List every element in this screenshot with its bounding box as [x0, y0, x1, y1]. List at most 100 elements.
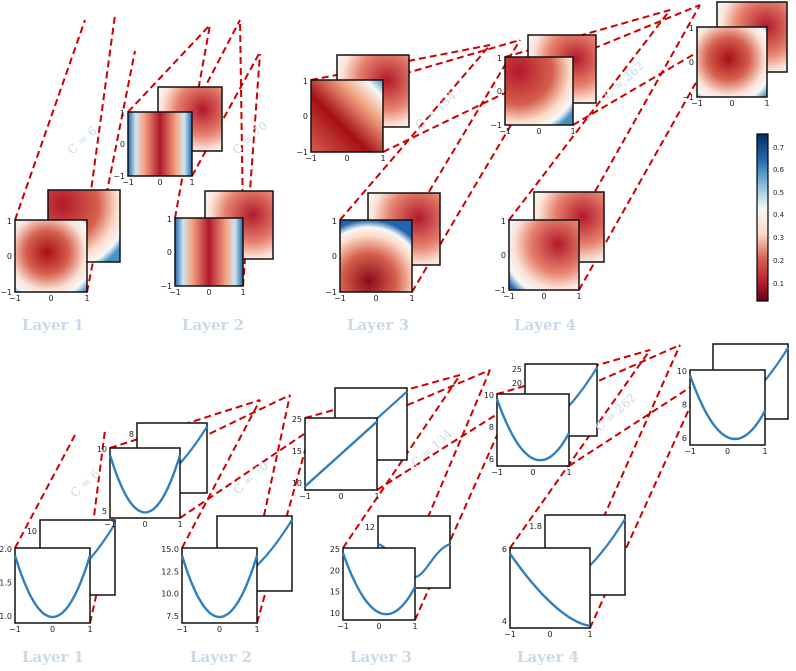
tick-label: 0 [530, 468, 535, 477]
tick-label: 10 [484, 391, 494, 400]
curve-line [341, 552, 417, 616]
tick-label: 15 [330, 588, 340, 597]
tick-label: −1 [337, 622, 349, 631]
colorbar-tick: 0.6 [773, 166, 785, 174]
layer-label: Layer 1 [22, 316, 84, 334]
c-label: C = 70 [230, 119, 271, 158]
tick-label: −1 [684, 447, 696, 456]
tick-label: −1 [160, 282, 172, 291]
tick-label: 0 [547, 630, 552, 639]
tick-label: 7.5 [166, 612, 179, 621]
tick-label: 0 [120, 140, 125, 149]
tick-label: 1 [254, 625, 259, 634]
layer-label: Layer 4 [517, 648, 579, 666]
connector-line [342, 374, 461, 549]
tick-label: 20 [512, 379, 522, 388]
connector-line [179, 394, 291, 449]
heatmap-front-panel [127, 111, 193, 177]
tick-label: 1 [501, 217, 506, 226]
tick-label: 0 [50, 625, 55, 634]
tick-label: 10.0 [161, 590, 179, 599]
panels [13, 1, 789, 629]
tick-label: −1 [490, 121, 502, 130]
c-label: C = 70 [231, 459, 272, 498]
curve-line [180, 555, 259, 619]
tick-label: 6 [489, 455, 494, 464]
tick-label: 2.0 [0, 545, 12, 554]
tick-label: 1 [689, 24, 694, 33]
tick-label: 1 [380, 154, 385, 163]
tick-label: −1 [299, 492, 311, 501]
tick-label: 8 [489, 423, 494, 432]
curve-line [304, 420, 378, 488]
tick-label: −1 [325, 288, 337, 297]
tick-label: 1 [762, 447, 767, 456]
tick-label: 0 [7, 252, 12, 261]
curve-front-panel [109, 447, 181, 519]
colorbar-tick: 0.3 [773, 234, 784, 242]
tick-label: 25 [330, 545, 340, 554]
tick-label: 15.0 [161, 545, 179, 554]
tick-label: 1 [764, 99, 769, 108]
heatmap-front-panel [174, 217, 244, 287]
heatmap-front-panel [508, 219, 580, 291]
tick-label: 0 [497, 87, 502, 96]
tick-label: 8 [682, 401, 687, 410]
colorbar-bar [756, 133, 769, 302]
tick-label: 0 [541, 292, 546, 301]
tick-label: 1 [120, 109, 125, 118]
curve-line [495, 398, 571, 462]
layer-label: Layer 2 [182, 316, 244, 334]
tick-label: 0 [206, 288, 211, 297]
tick-label: 0 [167, 248, 172, 257]
heatmap-front-panel [696, 26, 768, 98]
connector-line [414, 369, 491, 549]
tick-label: 0 [689, 58, 694, 67]
tick-label: 1 [409, 294, 414, 303]
heatmap-front-panel [504, 56, 574, 126]
tick-label: 0 [332, 252, 337, 261]
tick-label: 0 [373, 294, 378, 303]
tick-label: 1 [332, 217, 337, 226]
curve-front-panel [14, 547, 91, 624]
tick-label: 1 [240, 288, 245, 297]
connector-line [127, 24, 211, 113]
tick-label: −1 [122, 178, 134, 187]
tick-label: 1 [587, 630, 592, 639]
connector-line [179, 429, 311, 519]
heatmap-front-panel [310, 79, 384, 153]
tick-label: 20 [330, 566, 340, 575]
tick-label: 15 [292, 447, 302, 456]
connector-line [509, 349, 651, 549]
tick-label: 0 [303, 112, 308, 121]
layer-label: Layer 3 [347, 316, 409, 334]
c-label: C = 134 [409, 426, 456, 470]
connector-line [376, 405, 511, 491]
tick-label: −1 [334, 294, 346, 303]
tick-label: 6 [682, 434, 687, 443]
c-label: C = 6 [68, 467, 103, 500]
connector-line [568, 380, 701, 467]
tick-label: 1.5 [0, 579, 12, 588]
tick-label: 1 [570, 127, 575, 136]
curve-line [509, 552, 591, 627]
connector-line [376, 369, 491, 419]
colorbar-tick: 0.5 [773, 189, 784, 197]
tick-label: 1 [84, 294, 89, 303]
tick-label: 0 [376, 622, 381, 631]
connector-line [339, 44, 491, 221]
tick-label: 1.8 [529, 522, 542, 531]
tick-label: 10 [27, 527, 37, 536]
connector-line [181, 399, 261, 549]
tick-label: 1 [497, 54, 502, 63]
heatmap-front-panel [14, 219, 88, 293]
tick-label: −1 [169, 288, 181, 297]
tick-label: 10 [292, 479, 302, 488]
tick-label: 1 [303, 77, 308, 86]
layer-label: Layer 2 [190, 648, 252, 666]
tick-label: 1 [87, 625, 92, 634]
tick-label: −1 [305, 154, 317, 163]
connector-line [89, 429, 106, 549]
c-label: C = 262 [593, 391, 639, 435]
tick-label: 1 [167, 215, 172, 224]
